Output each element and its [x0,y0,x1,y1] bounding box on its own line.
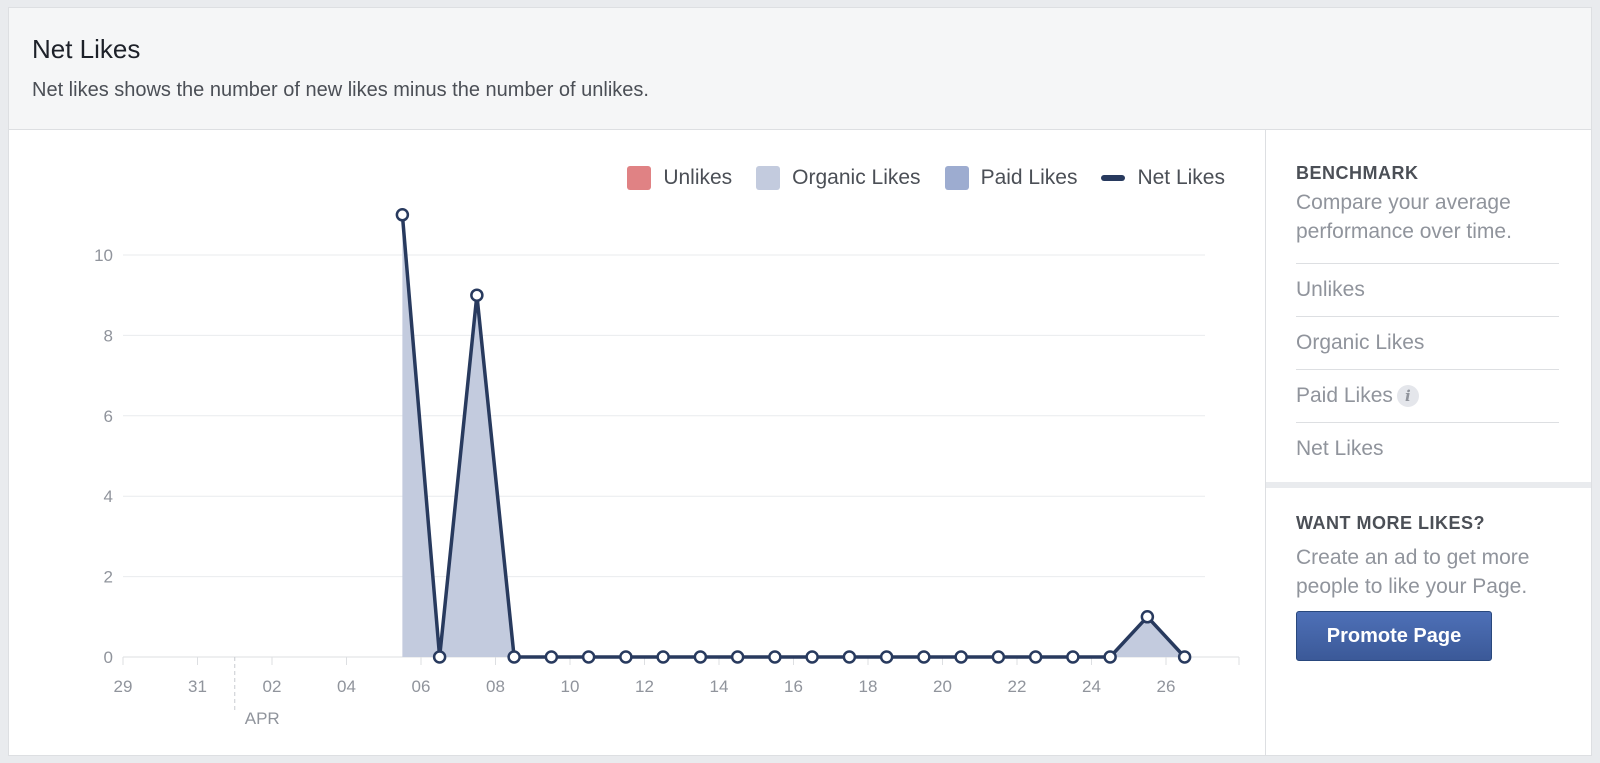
legend-label-unlikes: Unlikes [663,166,733,189]
x-tick-label: 20 [933,677,952,696]
net-likes-point [991,650,1006,664]
net-likes-point [395,208,410,222]
card-subtitle: Net likes shows the number of new likes … [32,79,649,101]
x-tick-label: 06 [412,677,431,696]
legend-swatch-unlikes [627,166,652,190]
organic-likes-area [402,214,1185,658]
net-likes-point [1103,650,1117,664]
net-likes-card: Net Likes Net likes shows the number of … [8,7,1592,756]
net-likes-point [656,650,670,664]
benchmark-item-organic-likes[interactable]: Organic Likes [1296,316,1559,369]
promote-page-button[interactable]: Promote Page [1296,611,1492,661]
net-likes-point [544,650,559,664]
net-likes-point [507,650,521,664]
net-likes-point [1140,610,1155,624]
legend-label-organic-likes: Organic Likes [792,166,921,189]
legend-item-organic-likes[interactable]: Organic Likes [756,166,921,190]
info-icon[interactable]: i [1396,385,1419,407]
legend-label-paid-likes: Paid Likes [980,166,1078,189]
chart-area: Unlikes Organic Likes Paid Likes Net Lik… [9,130,1265,755]
y-tick-label: 6 [104,407,113,426]
y-tick-label: 10 [94,246,113,265]
net-likes-point [730,650,745,664]
net-likes-point [917,650,931,664]
net-likes-point [470,288,484,302]
net-likes-point [1028,650,1043,664]
y-tick-label: 4 [104,487,113,506]
x-tick-label: 08 [486,677,505,696]
month-label: APR [245,709,280,728]
legend-item-net-likes[interactable]: Net Likes [1101,166,1225,190]
x-tick-label: 31 [188,677,207,696]
promo-description: Create an ad to get more people to like … [1296,546,1530,598]
y-tick-label: 8 [104,326,113,345]
net-likes-point [581,650,596,664]
net-likes-point [693,650,708,664]
benchmark-item-label: Net Likes [1296,437,1384,460]
benchmark-title: BENCHMARK [1296,163,1419,183]
net-likes-point [954,650,968,664]
x-tick-label: 22 [1008,677,1027,696]
net-likes-point [805,650,819,664]
x-tick-label: 14 [710,677,729,696]
benchmark-item-label: Unlikes [1296,278,1365,301]
legend-swatch-net-likes [1101,175,1126,181]
benchmark-section: BENCHMARK Compare your average performan… [1266,130,1591,482]
benchmark-list: Unlikes Organic Likes Paid Likes i Net L… [1296,263,1559,475]
benchmark-description: Compare your average performance over ti… [1296,191,1512,243]
net-likes-point [842,650,857,664]
net-likes-point [619,650,633,664]
x-tick-label: 16 [784,677,803,696]
net-likes-point [1177,650,1192,664]
y-tick-label: 2 [104,568,113,587]
net-likes-point [432,650,447,664]
legend-swatch-paid-likes [944,166,969,190]
legend-label-net-likes: Net Likes [1137,166,1225,189]
net-likes-line [400,214,1186,659]
benchmark-item-paid-likes[interactable]: Paid Likes i [1296,369,1559,422]
promo-title: WANT MORE LIKES? [1296,513,1485,533]
net-likes-point [1066,650,1080,664]
card-title: Net Likes [32,34,141,64]
benchmark-item-net-likes[interactable]: Net Likes [1296,422,1559,475]
x-tick-label: 04 [337,677,356,696]
x-tick-label: 18 [859,677,878,696]
card-header: Net Likes Net likes shows the number of … [9,8,1591,130]
legend-swatch-organic-likes [756,166,781,190]
legend-item-unlikes[interactable]: Unlikes [627,166,732,190]
x-tick-label: 29 [114,677,133,696]
side-panel: BENCHMARK Compare your average performan… [1265,130,1591,755]
section-divider [1266,482,1591,488]
promo-section: WANT MORE LIKES? Create an ad to get mor… [1266,488,1591,755]
benchmark-item-unlikes[interactable]: Unlikes [1296,263,1559,316]
y-tick-label: 0 [104,648,113,667]
benchmark-item-label: Organic Likes [1296,331,1425,354]
x-tick-label: 26 [1157,677,1176,696]
chart-legend: Unlikes Organic Likes Paid Likes Net Lik… [603,166,1225,190]
net-likes-point [768,650,782,664]
x-tick-label: 12 [635,677,654,696]
x-tick-label: 10 [561,677,580,696]
x-tick-label: 02 [263,677,282,696]
net-likes-point [879,650,894,664]
benchmark-item-label: Paid Likes [1296,384,1393,407]
legend-item-paid-likes[interactable]: Paid Likes [944,166,1078,190]
x-tick-label: 24 [1082,677,1101,696]
